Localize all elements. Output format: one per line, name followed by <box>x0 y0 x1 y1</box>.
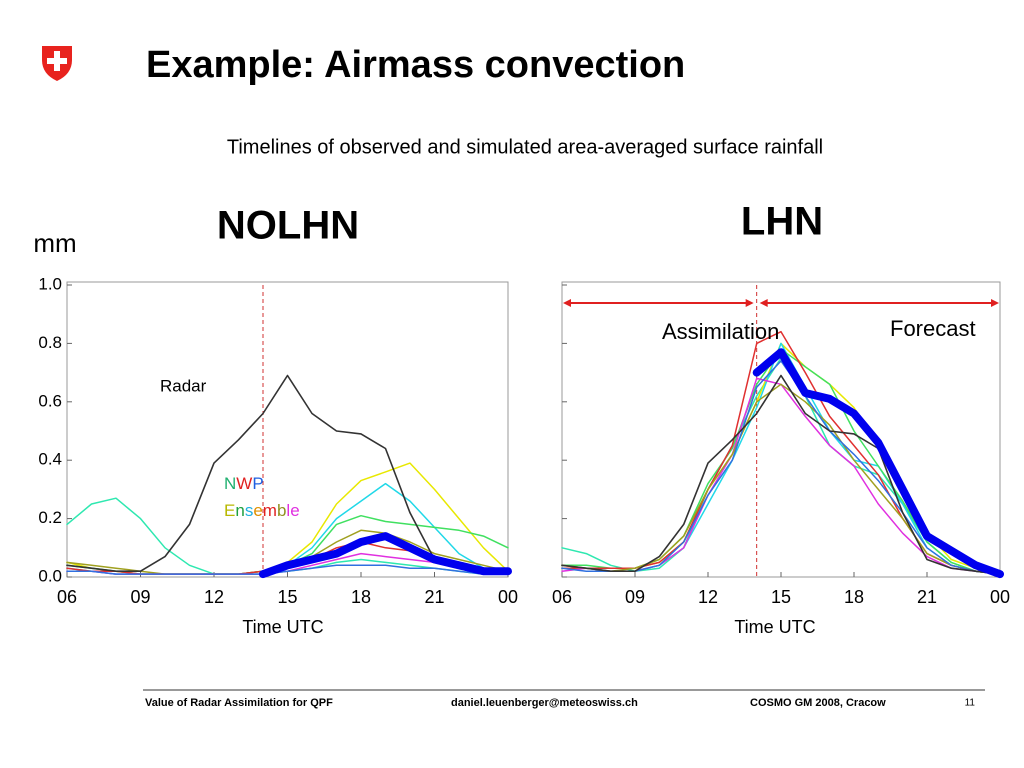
x-axis-label: Time UTC <box>734 617 815 637</box>
x-tick-label: 18 <box>351 587 371 607</box>
slide-title: Example: Airmass convection <box>146 44 685 86</box>
x-tick-label: 12 <box>698 587 718 607</box>
annotation: Radar <box>160 376 207 395</box>
annotation: Assimilation <box>662 319 779 344</box>
x-tick-label: 12 <box>204 587 224 607</box>
chart-title: NOLHN <box>217 204 359 248</box>
y-tick-label: 1.0 <box>38 274 62 293</box>
x-tick-label: 06 <box>552 587 572 607</box>
series-line <box>752 348 1004 579</box>
x-tick-label: 00 <box>498 587 518 607</box>
page-number: 11 <box>965 698 976 709</box>
chart-title: LHN <box>741 200 823 244</box>
x-tick-label: 09 <box>130 587 150 607</box>
annotation: Ensemble <box>224 501 300 520</box>
swiss-logo <box>42 46 72 81</box>
x-tick-label: 00 <box>990 587 1010 607</box>
x-tick-label: 06 <box>57 587 77 607</box>
x-axis-label: Time UTC <box>242 617 323 637</box>
series-line <box>259 532 512 579</box>
series-line <box>561 383 1001 575</box>
y-tick-label: 0.0 <box>38 566 62 585</box>
slide-subtitle: Timelines of observed and simulated area… <box>227 136 823 158</box>
x-tick-label: 09 <box>625 587 645 607</box>
annotation: NWP <box>224 474 264 493</box>
annotation: Forecast <box>890 316 976 341</box>
footer-left: Value of Radar Assimilation for QPF <box>145 697 333 709</box>
y-tick-label: 0.2 <box>38 508 62 527</box>
series-line <box>561 374 1001 575</box>
y-axis-label: mm <box>33 228 76 258</box>
y-tick-label: 0.6 <box>38 391 62 410</box>
y-tick-label: 0.4 <box>38 450 62 469</box>
footer-right: COSMO GM 2008, Cracow <box>750 697 886 709</box>
series-line <box>66 564 509 575</box>
footer-center: daniel.leuenberger@meteoswiss.ch <box>451 697 638 709</box>
y-tick-label: 0.8 <box>38 333 62 352</box>
x-tick-label: 15 <box>277 587 297 607</box>
plot-frame <box>66 281 509 578</box>
x-tick-label: 21 <box>917 587 937 607</box>
x-tick-label: 21 <box>424 587 444 607</box>
x-tick-label: 15 <box>771 587 791 607</box>
x-tick-label: 18 <box>844 587 864 607</box>
